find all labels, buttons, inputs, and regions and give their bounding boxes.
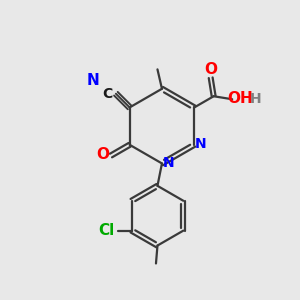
Text: N: N (163, 156, 174, 170)
Text: Cl: Cl (99, 223, 115, 238)
Text: OH: OH (227, 91, 253, 106)
Text: C: C (102, 87, 112, 101)
Text: H: H (250, 92, 261, 106)
Text: N: N (195, 137, 207, 151)
Text: O: O (204, 62, 217, 77)
Text: N: N (87, 73, 100, 88)
Text: O: O (96, 147, 109, 162)
